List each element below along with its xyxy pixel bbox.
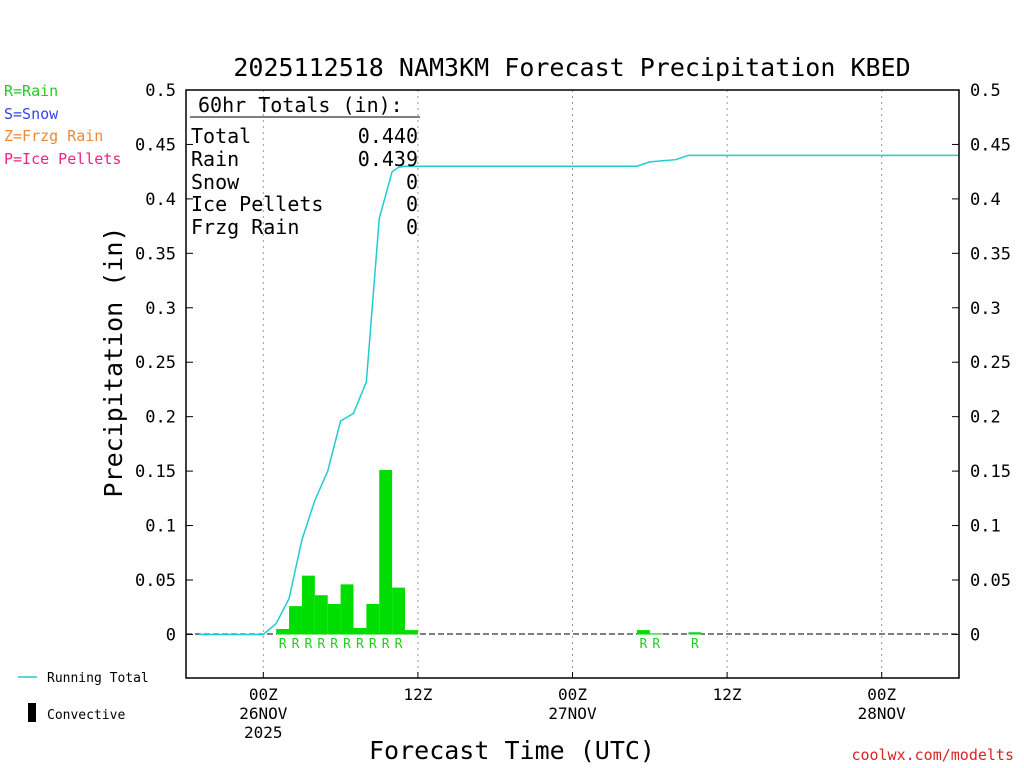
y-tick-label-right: 0.05 — [970, 571, 1011, 591]
y-tick-label-right: 0.2 — [970, 408, 1001, 428]
precip-bar — [289, 606, 302, 635]
y-tick-label-left: 0.2 — [145, 408, 176, 428]
precip-type-marker: R — [304, 637, 312, 652]
x-tick-label: 27NOV — [548, 704, 597, 723]
y-axis-right: 0 0.05 0.1 0.15 0.2 0.25 0.3 0.35 0.4 0.45 0.5 — [952, 81, 1011, 645]
precip-bar — [327, 603, 341, 635]
y-tick-label-right: 0.1 — [970, 517, 1001, 537]
precip-type-marker: R — [369, 637, 377, 652]
credit-text: coolwx.com/modelts — [851, 746, 1014, 764]
precip-bar — [353, 627, 367, 635]
totals-box: 60hr Totals (in): Total 0.440 Rain 0.439… — [190, 93, 420, 239]
totals-value-ice-pellets: 0 — [406, 192, 418, 216]
precip-bar — [314, 595, 328, 635]
precip-bar — [405, 630, 418, 635]
precip-type-marker: R — [330, 637, 338, 652]
y-tick-label-right: 0.35 — [970, 244, 1011, 264]
y-tick-label-left: 0.05 — [135, 571, 176, 591]
x-tick-label: 2025 — [244, 723, 283, 742]
y-tick-label-right: 0.3 — [970, 299, 1001, 319]
running-total-line — [198, 154, 959, 636]
x-tick-label: 00Z — [558, 685, 587, 704]
x-tick-label: 26NOV — [239, 704, 288, 723]
precip-bar — [366, 603, 380, 635]
precip-bar — [392, 587, 406, 635]
legend-rain: R=Rain — [4, 82, 58, 100]
precip-type-marker: R — [652, 637, 660, 652]
totals-value-frzg-rain: 0 — [406, 215, 418, 239]
y-tick-label-left: 0.5 — [145, 81, 176, 101]
precip-bar — [276, 629, 290, 635]
x-tick-label: 00Z — [867, 685, 896, 704]
x-tick-label: 00Z — [249, 685, 278, 704]
totals-label-frzg-rain: Frzg Rain — [191, 215, 299, 239]
totals-value-total: 0.440 — [358, 124, 418, 148]
totals-label-snow: Snow — [191, 170, 240, 194]
x-tick-label: 12Z — [403, 685, 432, 704]
y-tick-label-left: 0.4 — [145, 190, 176, 210]
y-axis-left: 0 0.05 0.1 0.15 0.2 0.25 0.3 0.35 0.4 0.45 0.5 — [135, 81, 193, 645]
precip-bar — [636, 630, 650, 635]
precip-type-marker: R — [356, 637, 364, 652]
totals-label-total: Total — [191, 124, 251, 148]
precip-type-marker: R — [317, 637, 325, 652]
chart-title: 2025112518 NAM3KM Forecast Precipitation… — [233, 53, 910, 82]
y-tick-label-left: 0.15 — [135, 462, 176, 482]
precip-type-marker: R — [691, 637, 699, 652]
x-tick-label: 12Z — [713, 685, 742, 704]
series-legend: Running Total Convective — [18, 671, 149, 723]
totals-label-ice-pellets: Ice Pellets — [191, 192, 323, 216]
legend-snow: S=Snow — [4, 105, 59, 123]
precip-type-marker: R — [382, 637, 390, 652]
precip-bar — [379, 470, 393, 635]
hourly-precip-bars — [276, 470, 702, 635]
precip-type-legend: R=Rain S=Snow Z=Frzg Rain P=Ice Pellets — [4, 82, 121, 168]
precip-type-marker: R — [292, 637, 300, 652]
y-tick-label-right: 0 — [970, 625, 980, 645]
y-tick-label-right: 0.25 — [970, 353, 1011, 373]
y-axis-label: Precipitation (in) — [99, 227, 128, 498]
legend-frzg-rain: Z=Frzg Rain — [4, 127, 103, 145]
totals-label-rain: Rain — [191, 147, 239, 171]
y-tick-label-right: 0.5 — [970, 81, 1001, 101]
convective-legend-swatch — [28, 703, 36, 722]
vertical-gridlines — [262, 90, 883, 678]
y-tick-label-left: 0.45 — [135, 135, 176, 155]
y-tick-label-left: 0 — [166, 625, 176, 645]
precip-bar — [688, 632, 702, 635]
convective-legend-label: Convective — [47, 708, 125, 723]
y-tick-label-left: 0.3 — [145, 299, 176, 319]
totals-header: 60hr Totals (in): — [198, 93, 403, 117]
y-tick-label-left: 0.1 — [145, 517, 176, 537]
y-tick-label-left: 0.35 — [135, 244, 176, 264]
precip-bar — [340, 584, 354, 635]
totals-value-snow: 0 — [406, 170, 418, 194]
plot-frame — [185, 89, 960, 679]
precip-bar — [649, 633, 663, 635]
legend-ice-pellets: P=Ice Pellets — [4, 150, 121, 168]
precip-type-marker: R — [279, 637, 287, 652]
totals-value-rain: 0.439 — [358, 147, 418, 171]
precip-type-marker: R — [343, 637, 351, 652]
precip-type-marker: R — [639, 637, 647, 652]
running-total-legend-label: Running Total — [47, 671, 149, 686]
x-axis-label: Forecast Time (UTC) — [369, 736, 655, 765]
y-tick-label-right: 0.45 — [970, 135, 1011, 155]
y-tick-label-right: 0.15 — [970, 462, 1011, 482]
y-tick-label-right: 0.4 — [970, 190, 1001, 210]
y-tick-label-left: 0.25 — [135, 353, 176, 373]
precip-type-marker: R — [395, 637, 403, 652]
precip-bar — [301, 575, 315, 635]
x-tick-label: 28NOV — [858, 704, 907, 723]
